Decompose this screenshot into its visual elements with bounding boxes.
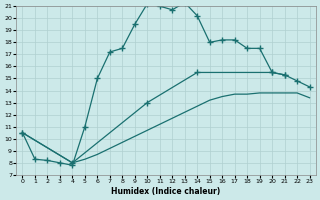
- X-axis label: Humidex (Indice chaleur): Humidex (Indice chaleur): [111, 187, 221, 196]
